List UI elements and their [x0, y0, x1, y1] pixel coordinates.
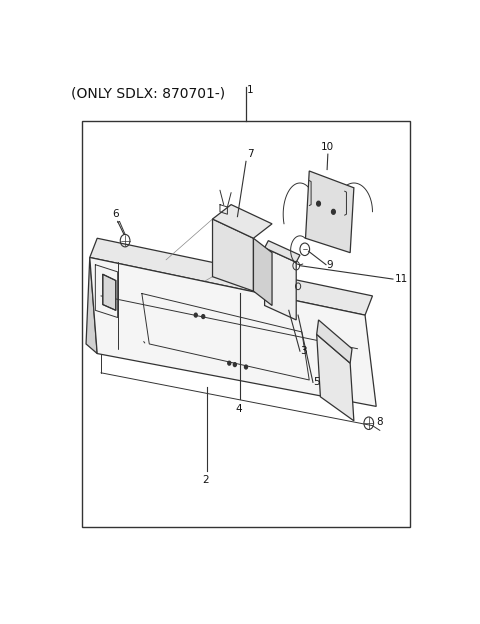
Circle shape: [228, 361, 231, 365]
Circle shape: [233, 363, 236, 366]
Text: 4: 4: [235, 404, 242, 414]
Text: 8: 8: [376, 417, 383, 427]
Polygon shape: [86, 258, 97, 354]
Text: 1: 1: [247, 85, 254, 95]
Polygon shape: [213, 205, 272, 238]
Text: 11: 11: [395, 274, 408, 284]
Polygon shape: [305, 171, 354, 253]
Circle shape: [244, 365, 248, 369]
Polygon shape: [317, 320, 352, 363]
Circle shape: [202, 314, 204, 318]
Text: 5: 5: [313, 378, 320, 388]
Polygon shape: [253, 238, 272, 306]
Polygon shape: [264, 241, 300, 262]
Text: (ONLY SDLX: 870701-): (ONLY SDLX: 870701-): [71, 87, 225, 101]
Circle shape: [194, 313, 197, 317]
Text: 6: 6: [112, 209, 119, 219]
Polygon shape: [317, 334, 354, 421]
Polygon shape: [264, 248, 296, 320]
Bar: [83, 120, 409, 527]
Polygon shape: [103, 275, 116, 310]
Text: 2: 2: [202, 475, 208, 485]
Circle shape: [317, 202, 321, 206]
Text: 7: 7: [247, 149, 254, 159]
Polygon shape: [90, 238, 372, 315]
Polygon shape: [213, 219, 253, 291]
Circle shape: [332, 210, 335, 214]
Text: 3: 3: [300, 346, 307, 356]
Text: 9: 9: [326, 260, 333, 270]
Text: 10: 10: [321, 142, 334, 152]
Polygon shape: [90, 258, 376, 406]
